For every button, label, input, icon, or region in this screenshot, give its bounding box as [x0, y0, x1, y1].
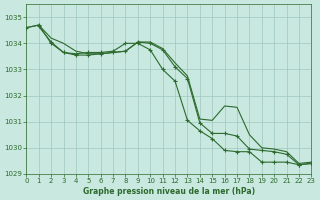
- X-axis label: Graphe pression niveau de la mer (hPa): Graphe pression niveau de la mer (hPa): [83, 187, 255, 196]
